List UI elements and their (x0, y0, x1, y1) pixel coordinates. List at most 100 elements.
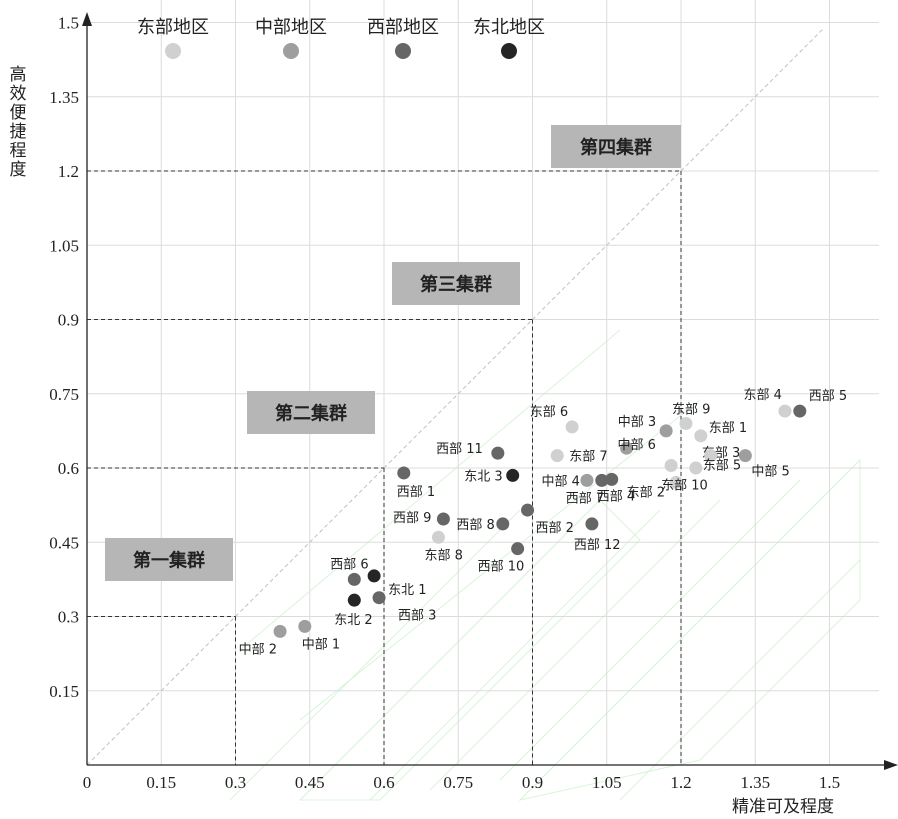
y-tick-label: 1.35 (49, 88, 79, 107)
cluster-label-box (551, 125, 681, 168)
y-axis-title-char: 捷 (10, 122, 27, 142)
watermark-stroke (429, 499, 721, 791)
watermark-stroke (239, 329, 621, 651)
cluster-label: 第三集群 (420, 274, 492, 296)
data-label: 东部 8 (424, 548, 462, 563)
data-label: 东部 6 (530, 405, 568, 420)
data-label: 东北 3 (464, 469, 502, 484)
cluster-label-box (105, 538, 233, 581)
x-axis-arrow (884, 760, 898, 770)
x-tick-label: 0.45 (295, 773, 325, 792)
data-label: 中部 4 (542, 474, 580, 489)
data-label: 西部 2 (536, 521, 574, 536)
data-label: 中部 6 (618, 438, 656, 453)
watermark (229, 329, 861, 801)
legend-marker (165, 43, 181, 59)
axes (82, 12, 898, 770)
data-point (659, 424, 673, 438)
data-point (595, 473, 609, 487)
cluster-labels: 第一集群 第二集群 第三集群 第四集群 (105, 125, 681, 581)
data-label: 东北 2 (334, 613, 372, 628)
data-label: 中部 2 (239, 642, 277, 657)
data-point (347, 593, 361, 607)
legend-marker (283, 43, 299, 59)
data-point (372, 591, 386, 605)
legend: 东部地区 中部地区 西部地区 东北地区 (137, 17, 545, 59)
y-tick-label: 0.9 (58, 311, 79, 330)
y-axis-arrow (82, 12, 92, 26)
data-point (605, 472, 619, 486)
y-tick-label: 1.2 (58, 162, 79, 181)
data-point (506, 468, 520, 482)
x-tick-label: 1.35 (740, 773, 770, 792)
data-point (778, 404, 792, 418)
data-point (793, 404, 807, 418)
data-label: 西部 6 (330, 557, 368, 572)
watermark-stroke (518, 458, 861, 801)
watermark-stroke (499, 479, 801, 781)
cluster-label: 第四集群 (580, 137, 652, 159)
x-tick-label: 0 (83, 773, 92, 792)
cluster-label-box (247, 391, 375, 434)
cluster-label: 第二集群 (275, 403, 347, 425)
legend-label: 东北地区 (473, 17, 545, 38)
data-point (679, 416, 693, 430)
data-label: 东北 1 (388, 583, 426, 598)
x-tick-label: 0.15 (146, 773, 176, 792)
data-label: 西部 3 (398, 609, 436, 624)
x-tick-label: 0.9 (522, 773, 543, 792)
data-label: 中部 3 (618, 415, 656, 430)
data-label: 西部 10 (478, 560, 525, 575)
y-axis-title-char: 高 (10, 65, 27, 85)
data-point (704, 449, 718, 463)
x-tick-label: 0.75 (443, 773, 473, 792)
y-tick-label: 0.45 (49, 533, 79, 552)
tick-labels: 0 0.15 0.3 0.45 0.6 0.75 0.9 1.05 1.2 1.35 1.5 0.15… (49, 14, 840, 793)
y-tick-label: 0.75 (49, 385, 79, 404)
x-axis-title: 精准可及程度 (732, 797, 834, 817)
y-tick-label: 0.6 (58, 459, 79, 478)
x-tick-label: 1.5 (819, 773, 840, 792)
data-point (738, 449, 752, 463)
data-point (694, 429, 708, 443)
diagonal-reference-line (86, 27, 825, 766)
watermark-stroke (298, 499, 641, 801)
data-point (436, 512, 450, 526)
y-tick-label: 0.3 (58, 608, 79, 627)
y-axis-title-char: 便 (10, 103, 27, 123)
watermark-shape (229, 329, 861, 801)
x-tick-label: 1.05 (592, 773, 622, 792)
data-point (580, 473, 594, 487)
data-label: 西部 12 (574, 538, 621, 553)
watermark-stroke (229, 509, 521, 801)
legend-label: 中部地区 (255, 17, 327, 38)
data-point (298, 619, 312, 633)
data-point (431, 530, 445, 544)
data-point (347, 572, 361, 586)
legend-label: 东部地区 (137, 17, 209, 38)
data-label: 中部 5 (751, 465, 789, 480)
data-point (496, 517, 510, 531)
watermark-stroke (619, 559, 861, 801)
y-tick-label: 0.15 (49, 682, 79, 701)
data-label: 东部 4 (744, 388, 782, 403)
legend-marker (395, 43, 411, 59)
data-label: 西部 4 (597, 489, 635, 504)
grid (86, 0, 879, 766)
data-label: 东部 9 (672, 402, 710, 417)
data-point (664, 459, 678, 473)
data-point (273, 624, 287, 638)
legend-marker (501, 43, 517, 59)
data-point (397, 466, 411, 480)
y-axis-title-char: 效 (10, 84, 27, 104)
data-point (367, 569, 381, 583)
y-tick-label: 1.5 (58, 14, 79, 33)
data-label: 东部 5 (703, 459, 741, 474)
y-axis-title-char: 度 (10, 160, 27, 180)
cluster-boundaries (87, 170, 682, 765)
data-point (565, 420, 579, 434)
data-label: 西部 9 (393, 511, 431, 526)
data-point (689, 461, 703, 475)
